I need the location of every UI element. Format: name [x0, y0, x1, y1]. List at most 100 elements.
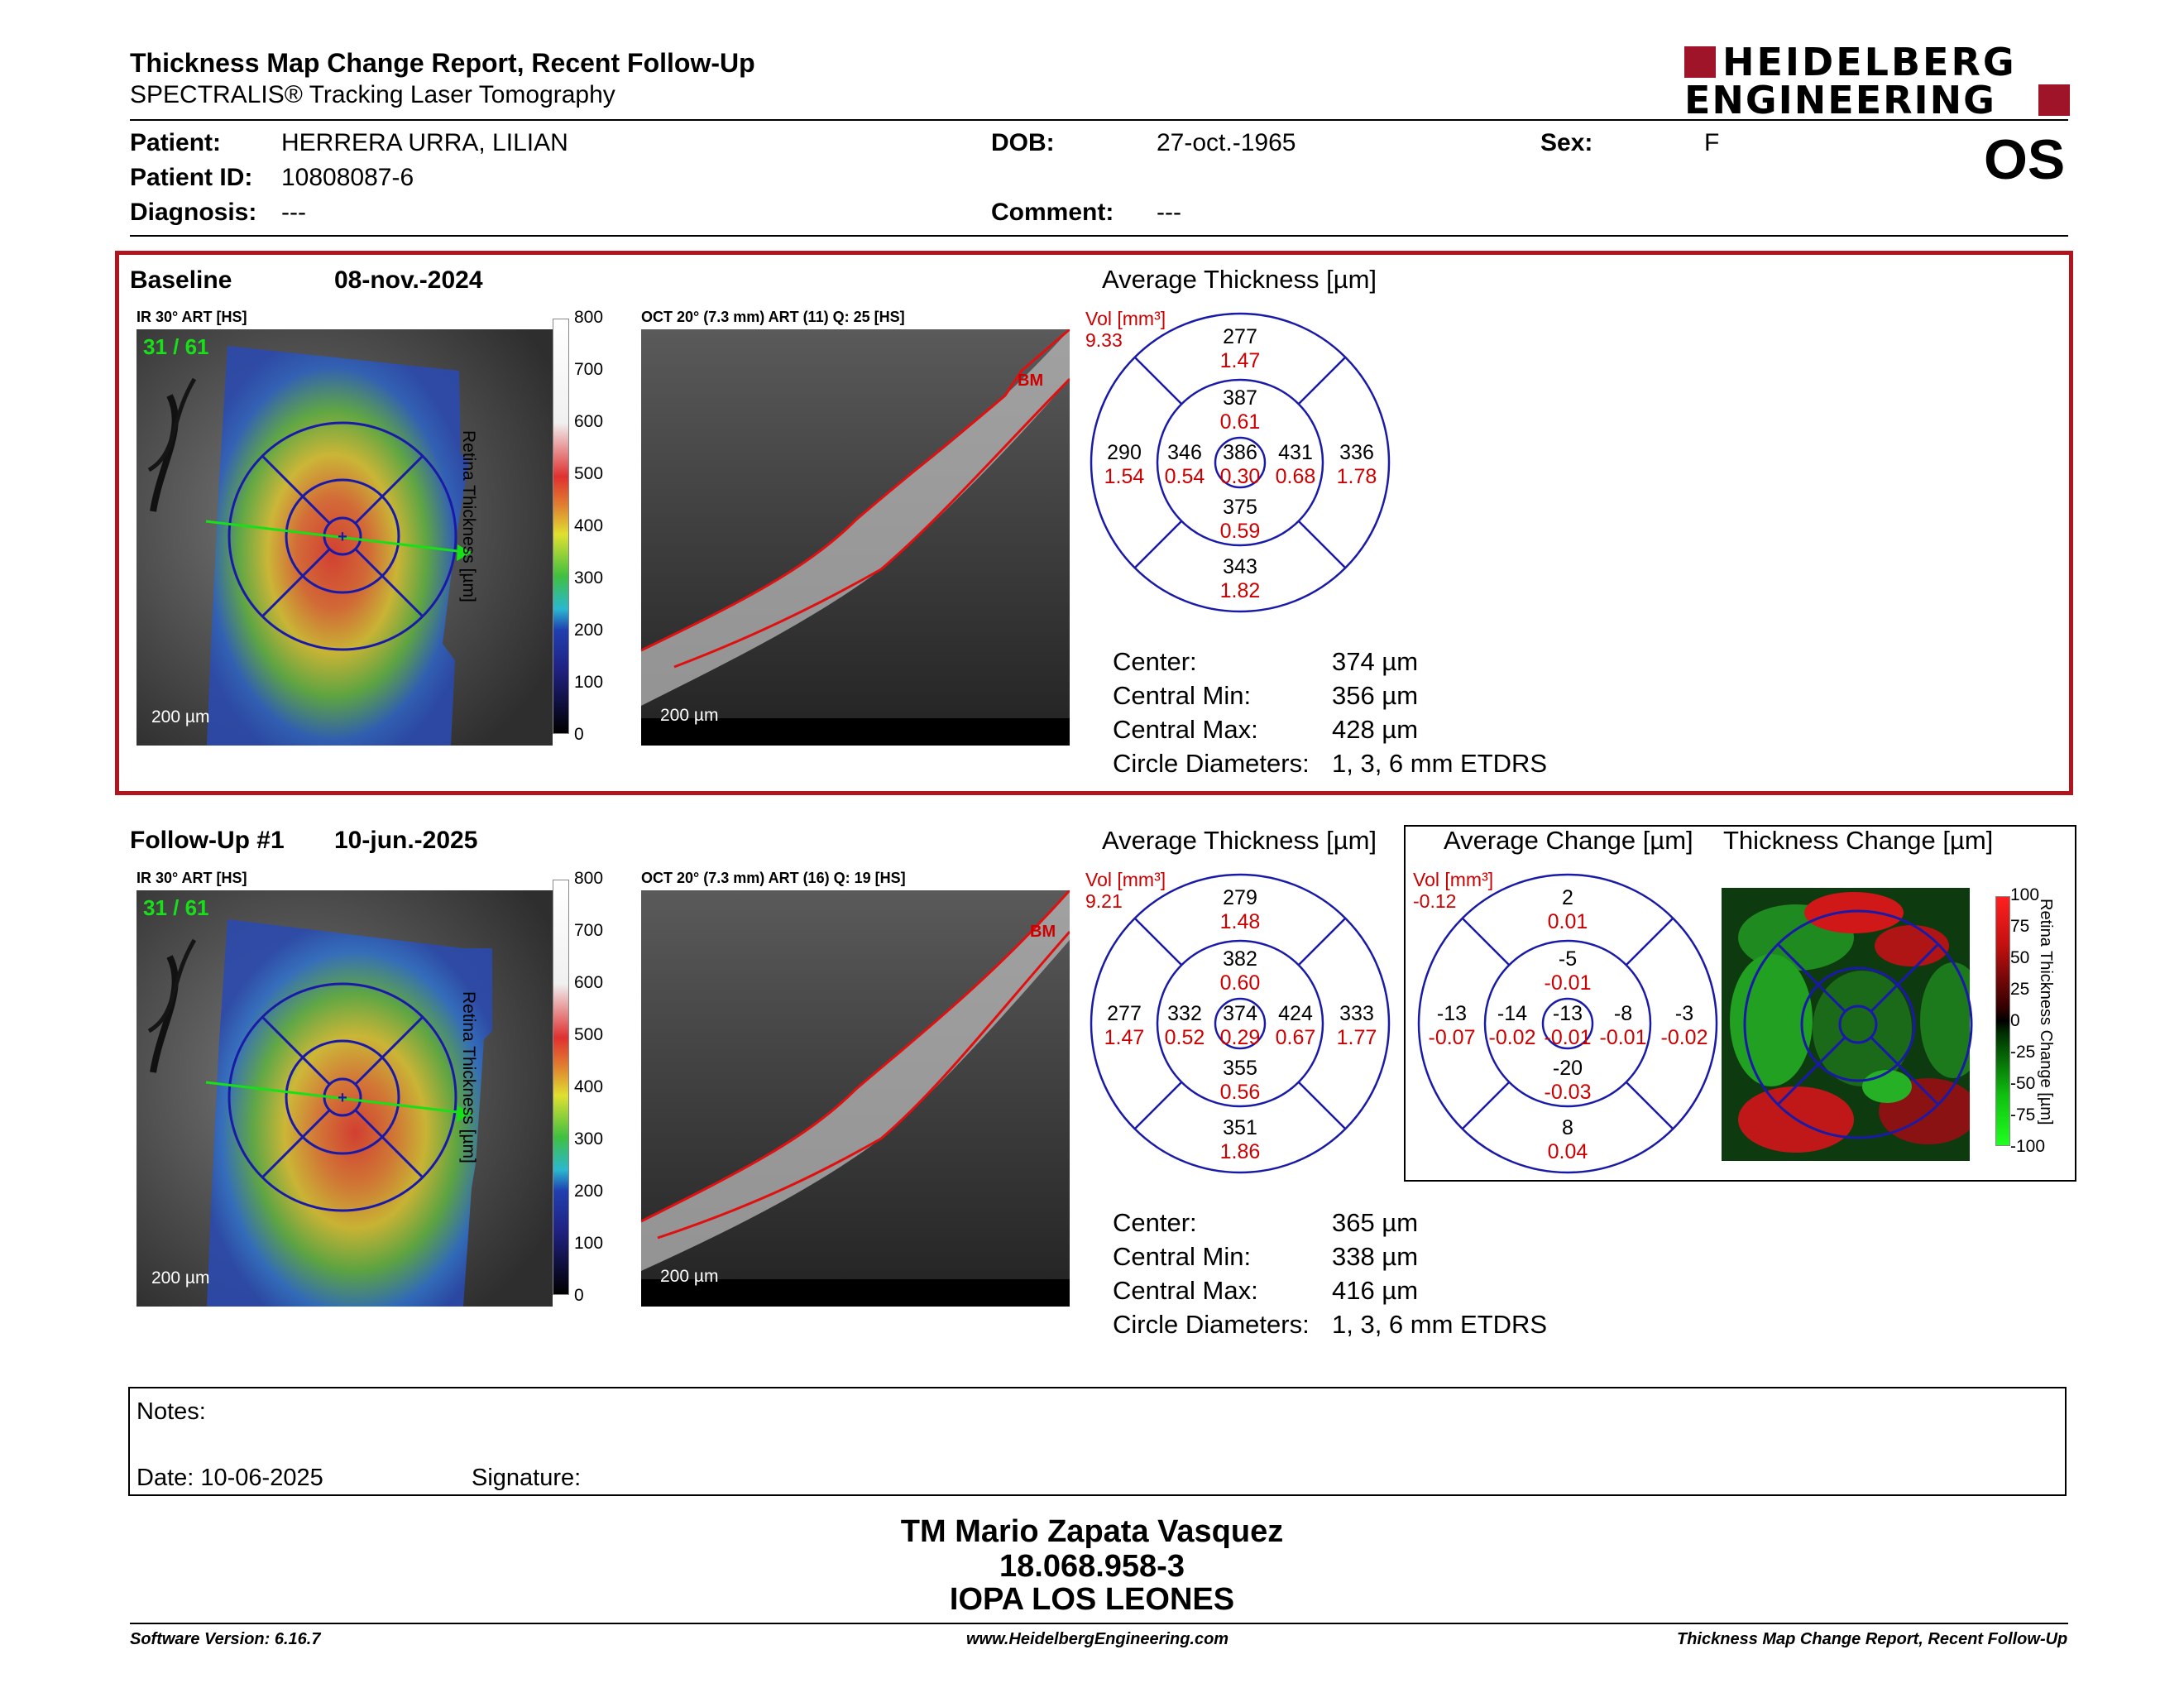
baseline-center-volume: 0.30 — [1220, 465, 1261, 488]
change-avg-title: Average Change [µm] — [1444, 826, 1693, 855]
website-link[interactable]: www.HeidelbergEngineering.com — [966, 1630, 1229, 1648]
followup-colorbar-tick: 600 — [574, 973, 604, 992]
baseline-vol-label: Vol [mm³] — [1085, 308, 1166, 329]
signer-org: IOPA LOS LEONES — [949, 1582, 1235, 1617]
thickness-change-map — [1722, 888, 1995, 1161]
baseline-avg-title: Average Thickness [µm] — [1102, 265, 1377, 294]
followup-center-thickness: 374 — [1223, 1002, 1257, 1025]
change-outer-sup-thickness: 2 — [1562, 886, 1573, 909]
change-inner-temp-volume: -0.02 — [1489, 1026, 1536, 1049]
change-inner-inf-volume: -0.03 — [1545, 1081, 1592, 1104]
change-outer-temp-volume: -0.07 — [1429, 1026, 1476, 1049]
baseline-ir-thickness-map: + — [136, 329, 553, 746]
change-colorbar-tick: 100 — [2010, 885, 2040, 904]
eye-indicator: OS — [1984, 128, 2066, 191]
followup-outer-inf-volume: 1.86 — [1220, 1140, 1261, 1163]
svg-text:+: + — [338, 1089, 347, 1107]
followup-bm-label: BM — [1030, 923, 1056, 941]
baseline-center-thickness: 386 — [1223, 441, 1257, 464]
patient-id-label: Patient ID: — [130, 164, 253, 191]
notes-label: Notes: — [136, 1398, 206, 1425]
notes-date: Date: 10-06-2025 — [136, 1465, 323, 1491]
followup-inner-inf-thickness: 355 — [1223, 1057, 1257, 1080]
change-colorbar-tick: 0 — [2010, 1011, 2020, 1030]
followup-center-volume: 0.29 — [1220, 1026, 1261, 1049]
patient-id: 10808087-6 — [281, 164, 414, 191]
baseline-inner-temp-thickness: 346 — [1167, 441, 1202, 464]
baseline-colorbar-ticks: 800 700 600 500 400 300 200 100 0 — [574, 308, 615, 744]
followup-avg-title: Average Thickness [µm] — [1102, 826, 1377, 855]
baseline-inner-sup-volume: 0.61 — [1220, 410, 1261, 434]
baseline-colorbar-tick: 800 — [574, 308, 604, 327]
baseline-colorbar-tick: 700 — [574, 360, 604, 379]
change-inner-sup-thickness: -5 — [1559, 947, 1577, 971]
baseline-outer-nasal-volume: 1.78 — [1337, 465, 1377, 488]
logo-text-2: ENGINEERING — [1684, 78, 1996, 122]
change-inner-sup-volume: -0.01 — [1545, 971, 1592, 995]
baseline-inner-inf-thickness: 375 — [1223, 496, 1257, 519]
followup-colorbar-tick: 200 — [574, 1182, 604, 1201]
comment-label: Comment: — [991, 199, 1114, 226]
change-inner-temp-thickness: -14 — [1497, 1002, 1527, 1025]
baseline-frame — [115, 251, 2073, 795]
followup-outer-sup-thickness: 279 — [1223, 886, 1257, 909]
patient-name: HERRERA URRA, LILIAN — [281, 129, 568, 156]
baseline-oct-scan: BM — [641, 329, 1070, 746]
followup-colorbar-tick: 0 — [574, 1286, 584, 1305]
followup-stat-max: Central Max: 416 µm — [1113, 1276, 1419, 1305]
baseline-outer-nasal-thickness: 336 — [1339, 441, 1374, 464]
svg-text:+: + — [338, 528, 347, 546]
software-version: Software Version: 6.16.7 — [130, 1630, 321, 1648]
followup-frame-counter: 31 / 61 — [143, 895, 209, 920]
change-colorbar-tick: -75 — [2010, 1105, 2036, 1125]
change-vol-label: Vol [mm³] — [1413, 869, 1494, 890]
baseline-stat-center: Center: 374 µm — [1113, 647, 1419, 676]
change-colorbar-tick: -100 — [2010, 1137, 2046, 1156]
baseline-etdrs-grid: 277 1.47 387 0.61 290 1.54 346 0.54 386 0.30 431 0.… — [1085, 308, 1408, 622]
followup-inner-sup-thickness: 382 — [1223, 947, 1257, 971]
change-outer-nasal-volume: -0.02 — [1661, 1026, 1708, 1049]
change-etdrs-grid: 2 0.01 -5 -0.01 -13 -0.07 -14 -0.02 -13 -0.01 -8 -0… — [1413, 869, 1736, 1183]
baseline-inner-inf-volume: 0.59 — [1220, 520, 1261, 543]
baseline-colorbar-tick: 0 — [574, 725, 584, 744]
sex-value: F — [1704, 129, 1720, 156]
diagnosis-label: Diagnosis: — [130, 199, 257, 226]
change-outer-temp-thickness: -13 — [1437, 1002, 1467, 1025]
followup-vol-value: 9.21 — [1085, 890, 1123, 912]
baseline-colorbar-title: Retina Thickness [µm] — [459, 430, 478, 602]
baseline-outer-inf-thickness: 343 — [1223, 555, 1257, 578]
baseline-oct-label: OCT 20° (7.3 mm) ART (11) Q: 25 [HS] — [641, 309, 905, 325]
followup-colorbar-title: Retina Thickness [µm] — [459, 991, 478, 1163]
followup-colorbar-tick: 100 — [574, 1234, 604, 1253]
baseline-colorbar-tick: 400 — [574, 516, 604, 535]
baseline-bm-label: BM — [1018, 372, 1043, 390]
change-outer-inf-volume: 0.04 — [1548, 1140, 1588, 1163]
baseline-date: 08-nov.-2024 — [334, 266, 483, 294]
followup-colorbar-tick: 700 — [574, 921, 604, 940]
change-colorbar-tick: -25 — [2010, 1043, 2036, 1062]
baseline-colorbar-tick: 500 — [574, 464, 604, 483]
followup-inner-inf-volume: 0.56 — [1220, 1081, 1261, 1104]
followup-outer-nasal-volume: 1.77 — [1337, 1026, 1377, 1049]
followup-stat-diameters: Circle Diameters: 1, 3, 6 mm ETDRS — [1113, 1310, 1548, 1339]
change-colorbar-title: Retina Thickness Change [µm] — [2037, 899, 2055, 1125]
followup-stat-center: Center: 365 µm — [1113, 1208, 1419, 1237]
baseline-frame-counter: 31 / 61 — [143, 334, 209, 359]
signature-label: Signature: — [472, 1465, 582, 1491]
change-outer-inf-thickness: 8 — [1562, 1116, 1573, 1139]
report-title: Thickness Map Change Report, Recent Foll… — [130, 48, 755, 78]
followup-colorbar-tick: 500 — [574, 1025, 604, 1044]
change-inner-nasal-thickness: -8 — [1614, 1002, 1632, 1025]
baseline-stat-max: Central Max: 428 µm — [1113, 715, 1419, 744]
followup-colorbar-tick: 800 — [574, 869, 604, 888]
followup-colorbar-ticks: 800 700 600 500 400 300 200 100 0 — [574, 869, 615, 1305]
baseline-outer-inf-volume: 1.82 — [1220, 579, 1261, 602]
followup-date: 10-jun.-2025 — [334, 827, 478, 854]
followup-outer-temp-thickness: 277 — [1107, 1002, 1142, 1025]
followup-oct-scale: 200 µm — [660, 1267, 719, 1286]
baseline-colorbar-tick: 100 — [574, 673, 604, 692]
notes-box[interactable]: Notes: Date: 10-06-2025 Signature: — [128, 1387, 2067, 1496]
change-outer-nasal-thickness: -3 — [1675, 1002, 1693, 1025]
followup-oct-label: OCT 20° (7.3 mm) ART (16) Q: 19 [HS] — [641, 870, 906, 886]
sex-label: Sex: — [1540, 129, 1593, 156]
